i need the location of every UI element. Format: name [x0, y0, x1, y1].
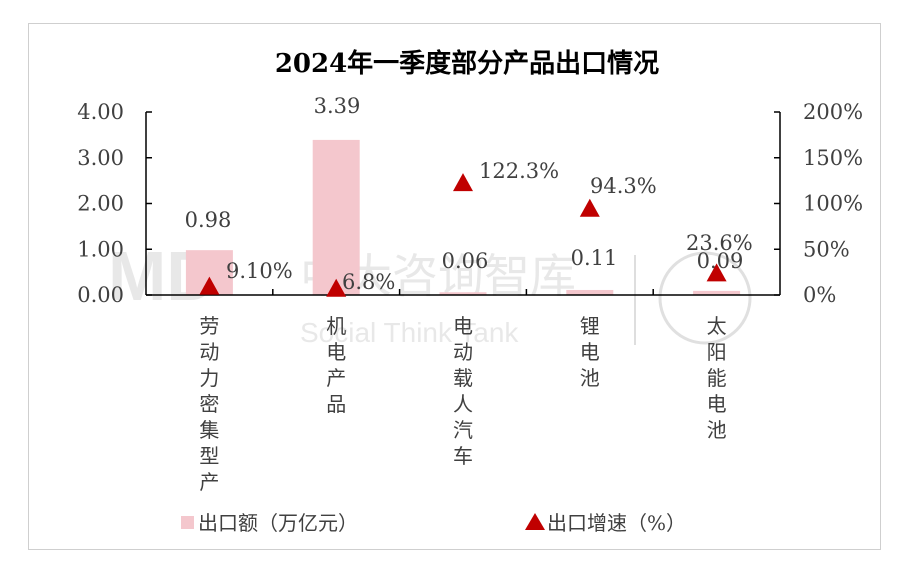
growth-marker-3	[579, 198, 600, 217]
svg-text:动: 动	[199, 340, 219, 364]
right-tick-label-4: 200%	[803, 100, 863, 124]
svg-text:电: 电	[707, 392, 727, 416]
legend-bar-label: 出口额（万亿元）	[198, 511, 358, 535]
bar-3	[566, 289, 614, 295]
right-tick-label-1: 50%	[803, 237, 850, 261]
chart-frame	[28, 23, 881, 550]
legend-bar-swatch	[181, 516, 194, 529]
plot-area: 0.00 1.00 2.00 3.00 4.00 0% 50% 100% 150% 200% 0.9…	[77, 94, 863, 494]
svg-text:池: 池	[580, 366, 600, 390]
left-tick-label-0: 0.00	[77, 283, 124, 307]
bar-2	[439, 292, 487, 295]
svg-text:集: 集	[199, 418, 219, 442]
svg-text:阳: 阳	[707, 340, 727, 364]
svg-text:电: 电	[580, 340, 600, 364]
watermark: MD 中大咨询智库 Social Think Tank	[108, 237, 752, 348]
svg-text:型: 型	[199, 444, 219, 468]
svg-text:池: 池	[707, 418, 727, 442]
growth-value-label-4: 23.6%	[686, 231, 753, 255]
bar-4	[693, 290, 741, 295]
svg-text:品: 品	[326, 392, 346, 416]
bar-value-label-3: 0.11	[571, 246, 618, 270]
svg-text:力: 力	[199, 366, 219, 390]
chart-title: 2024年一季度部分产品出口情况	[275, 48, 659, 79]
growth-marker-4	[706, 263, 727, 282]
bar-value-label-1: 3.39	[314, 94, 361, 118]
svg-text:机: 机	[326, 314, 346, 338]
right-tick-label-2: 100%	[803, 192, 863, 216]
svg-text:载: 载	[453, 366, 473, 390]
right-tick-label-3: 150%	[803, 146, 863, 170]
svg-text:动: 动	[453, 340, 473, 364]
svg-text:太: 太	[707, 314, 727, 338]
left-tick-label-3: 3.00	[77, 146, 124, 170]
bar-value-label-4: 0.09	[697, 249, 744, 273]
svg-text:人: 人	[453, 392, 473, 416]
growth-value-label-0: 9.10%	[226, 259, 293, 283]
svg-text:汽: 汽	[453, 418, 473, 442]
svg-text:能: 能	[707, 366, 727, 390]
legend-triangle-swatch	[525, 513, 545, 530]
bar-1	[312, 139, 360, 295]
right-tick-label-0: 0%	[803, 283, 836, 307]
growth-value-label-2: 122.3%	[479, 159, 559, 183]
svg-text:车: 车	[453, 444, 473, 468]
svg-text:劳: 劳	[199, 314, 219, 338]
growth-value-label-3: 94.3%	[590, 174, 657, 198]
svg-text:密: 密	[199, 392, 219, 416]
svg-text:产: 产	[199, 470, 219, 494]
svg-text:电: 电	[326, 340, 346, 364]
svg-text:产: 产	[326, 366, 346, 390]
growth-value-label-1: 6.8%	[342, 270, 395, 294]
category-label-3: 锂电池	[580, 314, 600, 390]
left-tick-label-2: 2.00	[77, 192, 124, 216]
left-tick-label-4: 4.00	[77, 100, 124, 124]
growth-marker-1	[326, 278, 347, 297]
legend: 出口额（万亿元） 出口增速（%）	[181, 511, 686, 535]
bar-value-label-0: 0.98	[185, 208, 232, 232]
watermark-en: Social Think Tank	[300, 317, 519, 348]
svg-text:锂: 锂	[580, 314, 600, 338]
legend-growth-label: 出口增速（%）	[547, 511, 686, 535]
bar-value-label-2: 0.06	[442, 249, 489, 273]
growth-marker-0	[199, 276, 220, 295]
left-tick-label-1: 1.00	[77, 237, 124, 261]
svg-text:电: 电	[453, 314, 473, 338]
growth-marker-2	[453, 173, 473, 192]
